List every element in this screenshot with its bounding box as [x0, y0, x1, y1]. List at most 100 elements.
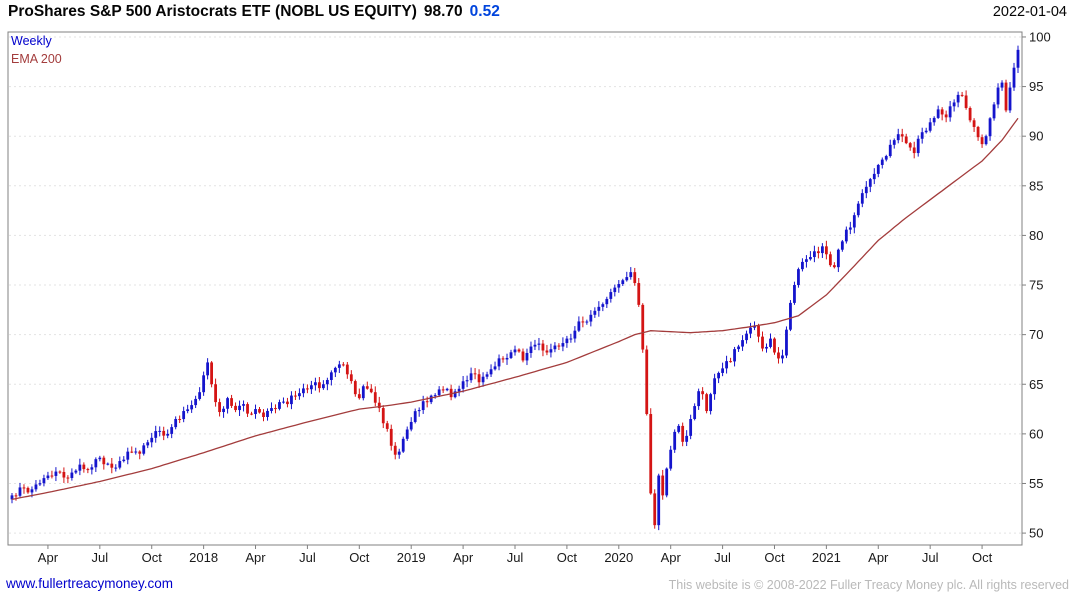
candle: [294, 395, 297, 397]
candle: [581, 321, 585, 323]
candle: [461, 381, 465, 389]
candle: [605, 298, 609, 305]
x-tick-label: Oct: [557, 550, 578, 565]
candle: [337, 364, 341, 368]
candle: [820, 246, 824, 254]
candle: [469, 373, 473, 381]
candle: [114, 467, 118, 469]
candle: [501, 358, 505, 360]
candle: [186, 409, 190, 412]
candle: [393, 445, 397, 455]
candle: [198, 392, 202, 399]
candle: [361, 386, 365, 399]
candle: [673, 431, 677, 450]
x-tick-label: Jul: [92, 550, 109, 565]
candle: [824, 246, 828, 255]
candle: [932, 117, 936, 123]
candle: [717, 372, 720, 379]
y-tick-label: 75: [1029, 278, 1043, 293]
candle: [900, 134, 904, 137]
candle: [146, 442, 150, 446]
candle: [844, 229, 848, 242]
candle: [174, 418, 178, 428]
candle: [170, 427, 174, 434]
candle: [282, 401, 285, 403]
candle: [657, 475, 661, 526]
candle: [884, 156, 888, 160]
candle: [541, 343, 545, 351]
candle: [142, 445, 146, 454]
candle: [377, 402, 381, 409]
candle: [90, 467, 94, 470]
candle: [226, 398, 229, 409]
candle: [793, 285, 796, 303]
candle: [457, 388, 461, 392]
candle: [493, 366, 497, 370]
candle: [809, 257, 812, 260]
candle: [944, 114, 948, 118]
candle: [82, 464, 86, 470]
candle: [214, 384, 217, 403]
candle: [609, 292, 613, 299]
candle: [509, 352, 513, 358]
candle: [1016, 49, 1020, 68]
candle: [633, 272, 637, 284]
candle: [741, 340, 744, 347]
candle: [769, 338, 772, 347]
candle: [940, 109, 944, 115]
x-tick-label: Oct: [349, 550, 370, 565]
candle: [840, 241, 844, 250]
candle: [912, 147, 916, 154]
chart-header: ProShares S&P 500 Aristocrats ETF (NOBL …: [8, 3, 1067, 27]
candle: [290, 395, 293, 405]
candle: [868, 179, 872, 187]
candle: [78, 464, 82, 471]
candle: [880, 159, 884, 165]
candle: [154, 431, 158, 438]
candle: [836, 249, 840, 268]
gridlines: [9, 36, 1021, 534]
candle: [621, 280, 625, 285]
candle: [445, 388, 449, 391]
candle: [313, 382, 317, 386]
candle: [258, 409, 261, 413]
candle: [102, 457, 106, 465]
candle: [286, 401, 289, 405]
candle: [425, 401, 429, 403]
y-tick-label: 55: [1029, 476, 1043, 491]
x-tick-label: Jul: [507, 550, 524, 565]
candle: [936, 109, 940, 118]
candle: [677, 425, 681, 432]
axis-labels: 50 55 60 65 70 75 80 85 90 95 100 Apr Jul Oct 2018 Apr J…: [38, 29, 1051, 565]
candle: [42, 478, 46, 484]
candle: [389, 428, 393, 446]
candle: [928, 122, 932, 131]
candle: [896, 134, 900, 141]
candle: [357, 394, 361, 399]
timeframe-label: Weekly: [11, 34, 52, 48]
candle: [86, 469, 90, 471]
candle: [405, 429, 409, 439]
candle: [262, 412, 265, 417]
candle: [477, 374, 481, 383]
candle: [753, 325, 756, 328]
candle: [565, 338, 569, 344]
candle: [725, 361, 728, 369]
candle: [306, 388, 309, 390]
candle: [1004, 82, 1008, 111]
candle: [1008, 87, 1012, 111]
site-link[interactable]: www.fullertreacymoney.com: [6, 576, 174, 591]
candle: [920, 132, 924, 139]
candle: [749, 327, 752, 334]
candle: [948, 106, 952, 118]
candle: [916, 138, 920, 154]
candle: [813, 251, 816, 258]
candle: [908, 143, 912, 148]
x-tick-label: 2021: [812, 550, 841, 565]
candle: [888, 144, 892, 157]
x-tick-label: Jul: [714, 550, 731, 565]
y-tick-label: 95: [1029, 79, 1043, 94]
candle: [733, 349, 736, 362]
candle: [449, 388, 453, 398]
